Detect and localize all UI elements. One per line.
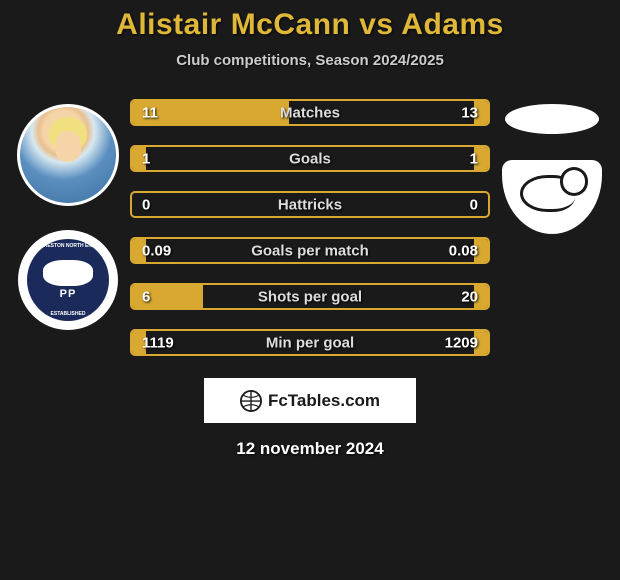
stat-value-right: 20 xyxy=(461,288,478,305)
player-left-photo xyxy=(17,104,119,206)
stat-row: 0.09 Goals per match 0.08 xyxy=(130,237,490,264)
stat-value-left: 0.09 xyxy=(142,242,171,259)
stat-label: Min per goal xyxy=(266,334,354,351)
stat-row: 1 Goals 1 xyxy=(130,145,490,172)
lamb-icon xyxy=(43,260,93,286)
badge-text-bottom: ESTABLISHED xyxy=(51,311,86,317)
team-badge-right xyxy=(502,160,602,234)
fctables-logo-icon xyxy=(240,390,262,412)
stat-value-left: 6 xyxy=(142,288,150,305)
player-right-oval xyxy=(505,104,599,134)
stat-label: Goals per match xyxy=(251,242,369,259)
stat-value-left: 11 xyxy=(142,104,158,121)
attribution-text: FcTables.com xyxy=(268,391,380,411)
stat-value-left: 1 xyxy=(142,150,150,167)
stat-value-left: 1119 xyxy=(142,334,174,351)
stat-label: Shots per goal xyxy=(258,288,362,305)
stat-value-right: 1 xyxy=(470,150,478,167)
date-text: 12 november 2024 xyxy=(0,439,620,459)
stat-label: Goals xyxy=(289,150,331,167)
stat-row: 11 Matches 13 xyxy=(130,99,490,126)
badge-text-top: PRESTON NORTH END xyxy=(40,243,95,249)
stat-row: 1119 Min per goal 1209 xyxy=(130,329,490,356)
subtitle: Club competitions, Season 2024/2025 xyxy=(0,52,620,69)
stat-row: 0 Hattricks 0 xyxy=(130,191,490,218)
comparison-infographic: Alistair McCann vs Adams Club competitio… xyxy=(0,0,620,459)
ram-shield xyxy=(502,160,602,234)
stat-value-right: 1209 xyxy=(445,334,478,351)
page-title: Alistair McCann vs Adams xyxy=(0,8,620,42)
badge-initials: PP xyxy=(60,288,77,300)
attribution-banner: FcTables.com xyxy=(204,378,416,423)
stat-value-right: 13 xyxy=(461,104,478,121)
stats-bars: 11 Matches 13 1 Goals 1 0 Hattricks 0 0.09 Goals p… xyxy=(128,99,492,375)
team-badge-left: PRESTON NORTH END PP ESTABLISHED xyxy=(18,230,118,330)
stat-value-left: 0 xyxy=(142,196,150,213)
right-player-column xyxy=(492,99,612,375)
content-row: PRESTON NORTH END PP ESTABLISHED 11Match… xyxy=(0,99,620,375)
left-player-column: PRESTON NORTH END PP ESTABLISHED xyxy=(8,99,128,375)
stat-value-right: 0.08 xyxy=(449,242,478,259)
stat-label: Hattricks xyxy=(278,196,342,213)
ram-head-icon xyxy=(560,167,588,195)
stat-value-right: 0 xyxy=(470,196,478,213)
stat-row: 6 Shots per goal 20 xyxy=(130,283,490,310)
stat-label: Matches xyxy=(280,104,340,121)
badge-inner: PRESTON NORTH END PP ESTABLISHED xyxy=(27,239,109,321)
